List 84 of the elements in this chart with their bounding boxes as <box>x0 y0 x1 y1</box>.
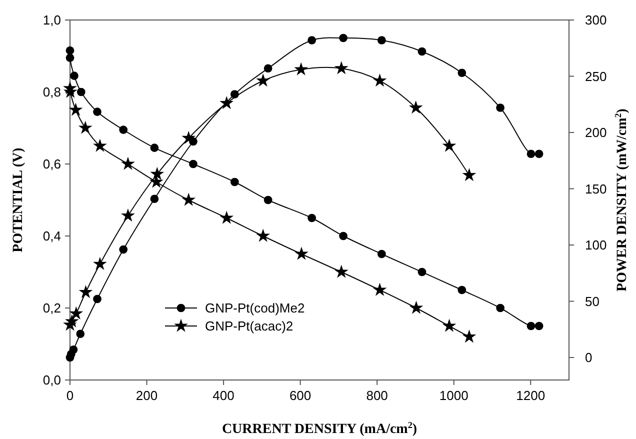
point <box>78 120 92 134</box>
y2-tick-label: 50 <box>585 294 600 309</box>
y-axis-title: POTENTIAL (V) <box>11 147 26 252</box>
y2-tick-label: 0 <box>585 350 592 366</box>
y2-tick-label: 300 <box>585 12 607 28</box>
y-tick-label: 0,2 <box>42 300 61 316</box>
point <box>458 286 466 294</box>
point <box>308 214 316 222</box>
y2-tick-label: 200 <box>585 125 607 140</box>
y-tick-label: 0,8 <box>42 84 61 100</box>
point <box>334 61 348 74</box>
x-tick-label: 800 <box>366 388 388 403</box>
point <box>121 156 135 170</box>
point <box>150 194 159 204</box>
x-tick-label: 1200 <box>516 388 546 403</box>
point <box>339 232 348 240</box>
point <box>534 150 544 158</box>
point <box>339 34 348 42</box>
y2-tick-label: 100 <box>585 238 607 253</box>
point <box>264 64 272 73</box>
point <box>70 72 78 80</box>
y-tick-label: 0,0 <box>42 372 61 388</box>
point <box>119 245 128 254</box>
point <box>372 73 387 87</box>
point <box>66 54 74 62</box>
point <box>121 208 135 222</box>
point <box>458 68 466 78</box>
point <box>442 138 456 152</box>
point <box>409 300 424 314</box>
point <box>64 314 79 328</box>
point <box>150 144 159 152</box>
point <box>378 36 386 44</box>
point <box>256 73 270 87</box>
point <box>378 250 386 258</box>
point <box>182 130 196 144</box>
point <box>150 166 164 180</box>
point <box>372 282 387 296</box>
x-tick-label: 0 <box>66 388 74 403</box>
x-tick-label: 1000 <box>439 388 468 403</box>
point <box>92 256 107 270</box>
y-tick-label: 0,4 <box>42 228 61 244</box>
point <box>256 228 270 242</box>
point <box>462 329 476 343</box>
point <box>93 108 102 116</box>
point <box>526 322 536 330</box>
point <box>66 46 74 55</box>
point <box>264 196 272 204</box>
point <box>220 210 234 224</box>
legend-label: GNP-Pt(acac)2 <box>205 318 294 334</box>
point <box>68 102 83 116</box>
point <box>496 304 504 312</box>
point <box>462 168 476 182</box>
point <box>93 294 102 304</box>
point <box>294 62 308 76</box>
x-axis-title: CURRENT DENSITY (mA/cm$^{2}$) <box>222 420 418 437</box>
point <box>69 306 84 320</box>
point <box>69 345 78 354</box>
point <box>534 322 544 330</box>
point <box>308 36 316 44</box>
point <box>418 268 426 276</box>
legend-label: GNP-Pt(cod)Me2 <box>205 300 305 316</box>
point <box>418 47 426 56</box>
x-tick-label: 400 <box>212 388 234 403</box>
point <box>408 100 423 114</box>
point <box>76 330 85 338</box>
point <box>526 150 536 158</box>
point <box>119 126 128 134</box>
y2-tick-label: 250 <box>585 68 607 84</box>
point <box>294 246 308 260</box>
point <box>92 138 107 152</box>
x-tick-label: 600 <box>289 388 312 403</box>
point <box>230 178 239 186</box>
y-tick-label: 0,6 <box>42 156 61 172</box>
point <box>76 88 86 96</box>
point <box>334 264 348 278</box>
y2-tick-label: 150 <box>585 181 607 196</box>
y-tick-label: 1,0 <box>42 12 61 28</box>
point <box>189 160 198 168</box>
point <box>78 284 93 298</box>
point <box>496 104 504 112</box>
x-tick-label: 200 <box>136 388 158 403</box>
point <box>220 96 234 110</box>
point <box>182 192 196 206</box>
point <box>442 318 456 332</box>
